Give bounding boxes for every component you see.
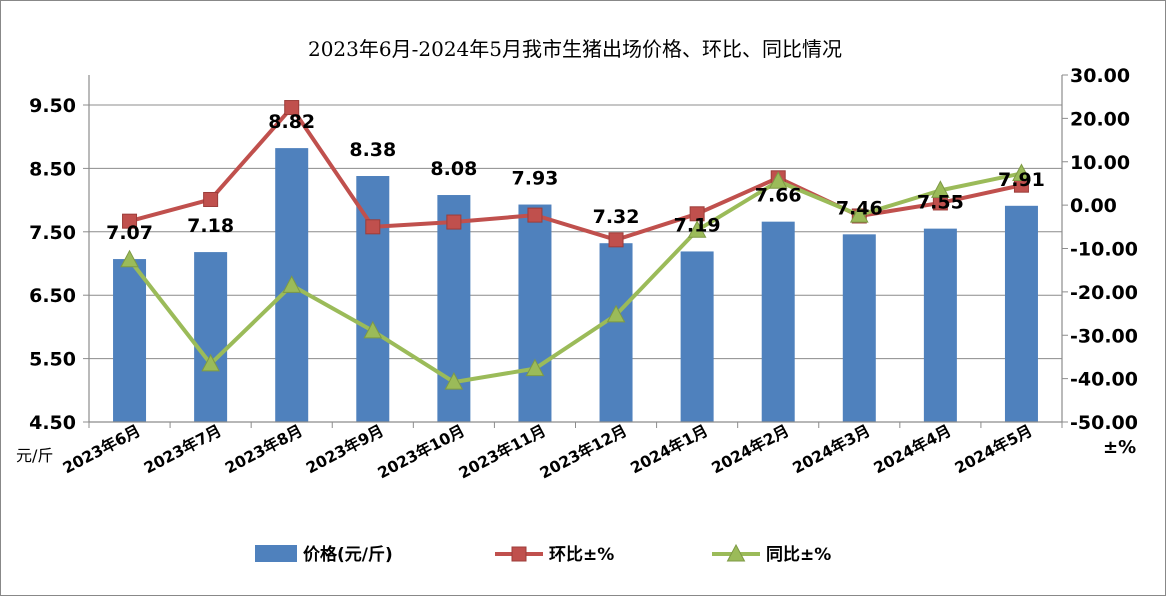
mom-point-6 [527, 207, 543, 223]
yoy-point-9 [768, 171, 788, 189]
right-tick-label: -20.00 [1070, 282, 1138, 304]
bar-1 [113, 259, 147, 422]
legend-label-price: 价格(元/斤) [303, 544, 393, 565]
yoy-point-12 [1012, 163, 1031, 181]
yoy-point-4 [363, 320, 383, 339]
right-tick-label: -50.00 [1070, 412, 1138, 434]
bar-data-label: 8.38 [349, 139, 396, 161]
right-tick-label: -30.00 [1070, 325, 1138, 347]
legend-marker-yoy [726, 543, 746, 562]
yoy-point-8 [687, 220, 707, 238]
bar-data-label: 7.07 [106, 222, 153, 244]
bar-10 [842, 234, 876, 422]
left-tick-label: 9.50 [29, 95, 76, 117]
legend-label-yoy: 同比±% [766, 544, 831, 565]
yoy-point-11 [931, 180, 950, 198]
bar-data-label: 7.18 [187, 215, 234, 237]
bar-11 [923, 228, 957, 422]
bar-data-label: 7.32 [593, 206, 640, 228]
axes [83, 74, 1068, 428]
right-tick-label: 20.00 [1070, 108, 1130, 130]
left-tick-label: 7.50 [29, 222, 76, 244]
bar-data-label: 7.46 [836, 197, 883, 219]
bar-6 [518, 204, 552, 422]
left-axis-unit: 元/斤 [16, 446, 53, 465]
legend-swatch-price [255, 545, 297, 562]
bar-2 [194, 252, 228, 422]
right-tick-label: 0.00 [1070, 195, 1117, 217]
right-axis-unit: ±% [1103, 437, 1136, 458]
mom-point-2 [203, 191, 219, 207]
yoy-point-3 [282, 275, 302, 293]
mom-point-5 [446, 214, 462, 230]
line-series [120, 100, 1031, 390]
yoy-point-6 [525, 358, 545, 377]
left-tick-label: 4.50 [29, 412, 76, 434]
bar-data-label: 8.08 [430, 158, 477, 180]
mom-point-4 [365, 219, 381, 235]
line-mom [129, 105, 1022, 242]
mom-point-1 [122, 213, 138, 229]
data-labels: 7.07 7.18 8.82 8.38 8.08 7.93 7.32 7.19 7.66 7.46… [106, 111, 1045, 244]
bar-data-label: 8.82 [268, 111, 315, 133]
yoy-point-7 [606, 304, 626, 323]
yoy-point-5 [444, 372, 464, 390]
bar-12 [1004, 205, 1038, 422]
left-tick-label: 8.50 [29, 158, 76, 180]
left-tick-label: 5.50 [29, 349, 76, 371]
gridlines [89, 104, 1062, 360]
bar-data-label: 7.66 [755, 185, 802, 207]
bar-data-label: 7.55 [917, 192, 964, 214]
bar-4 [356, 176, 390, 422]
bar-data-label: 7.93 [512, 168, 559, 190]
mom-point-7 [608, 232, 624, 248]
bar-data-label: 7.19 [674, 214, 721, 236]
legend-label-mom: 环比±% [549, 544, 614, 565]
mom-point-3 [284, 100, 300, 116]
right-tick-label: -10.00 [1070, 239, 1138, 261]
yoy-point-1 [120, 249, 139, 268]
line-yoy [127, 171, 1022, 385]
yoy-point-10 [849, 205, 869, 223]
bar-data-label: 7.91 [998, 169, 1045, 191]
left-tick-label: 6.50 [29, 285, 76, 307]
right-tick-label: 10.00 [1070, 152, 1130, 174]
legend: 价格(元/斤) 环比±% 同比±% [255, 543, 831, 565]
right-tick-label: 30.00 [1070, 65, 1130, 87]
bar-9 [761, 221, 795, 422]
bar-8 [680, 251, 714, 422]
bar-7 [599, 243, 633, 422]
yoy-point-2 [201, 353, 220, 372]
right-tick-label: -40.00 [1070, 369, 1138, 391]
legend-marker-mom [511, 546, 527, 562]
chart-title: 2023年6月-2024年5月我市生猪出场价格、环比、同比情况 [308, 37, 842, 61]
